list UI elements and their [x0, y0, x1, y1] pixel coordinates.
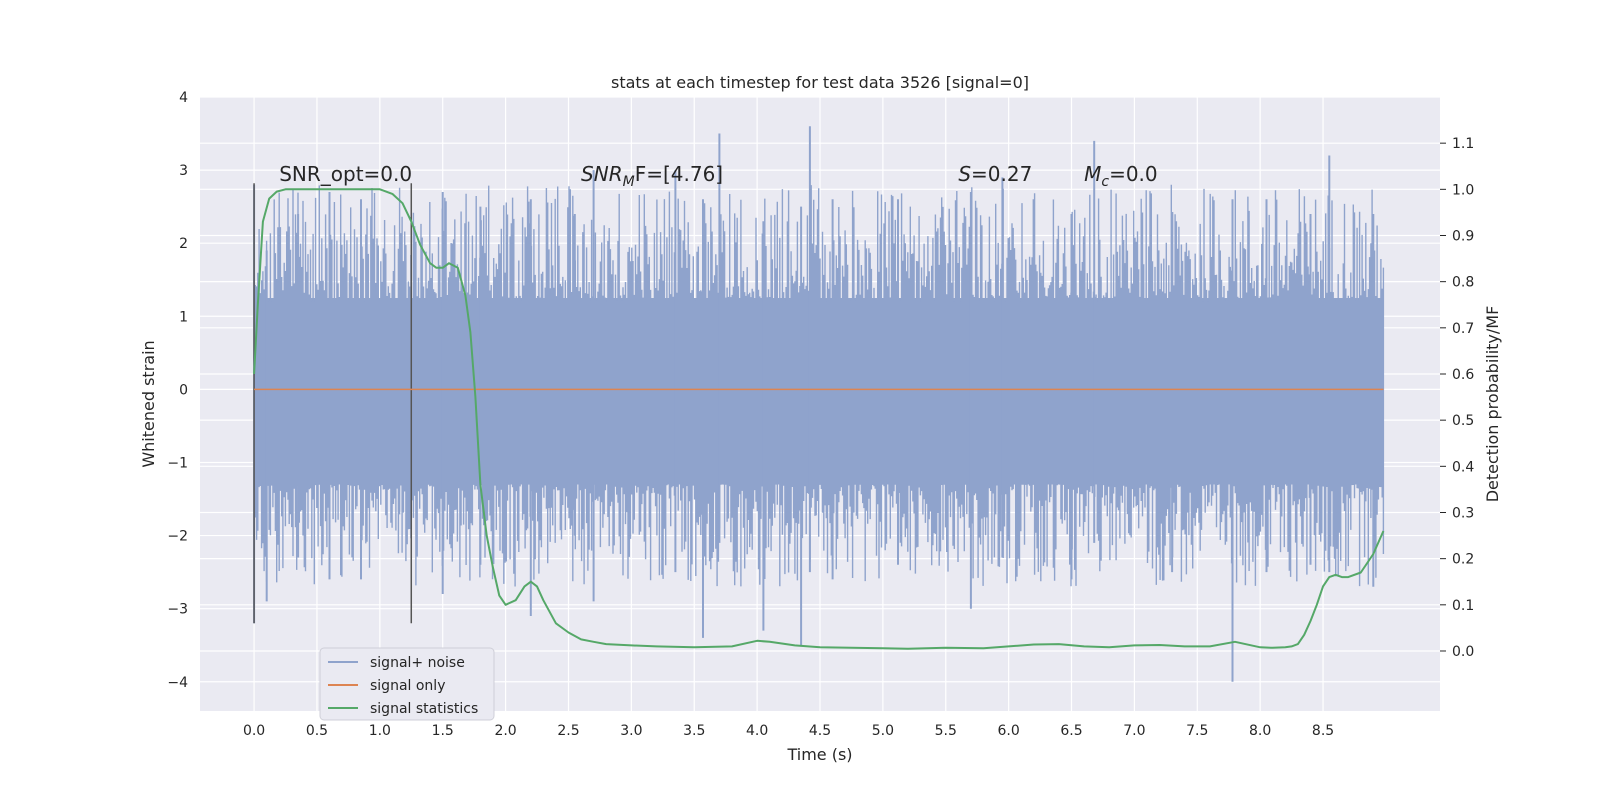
legend-label-signal-noise: signal+ noise [370, 655, 465, 671]
signal-statistics-line [253, 188, 1385, 650]
signal-noise-series [253, 126, 1385, 682]
y2-tick-label: 0.4 [1452, 459, 1474, 475]
vertical-markers [253, 183, 413, 624]
x-tick-label: 4.5 [809, 723, 831, 739]
x-tick-label: 5.5 [935, 723, 957, 739]
x-tick-labels: 0.0 0.5 1.0 1.5 2.0 2.5 3.0 3.5 4.0 4.5 5.0 5.5 6.0 6… [243, 723, 1334, 739]
x-tick-label: 6.0 [998, 723, 1020, 739]
x-tick-label: 6.5 [1060, 723, 1082, 739]
y-tick-label: −3 [167, 602, 188, 618]
legend: signal+ noise signal only signal statist… [319, 647, 495, 721]
y-tick-label: 0 [179, 382, 188, 398]
x-tick-label: 0.5 [306, 723, 328, 739]
x-tick-label: 8.5 [1312, 723, 1334, 739]
y-tick-label: 4 [179, 90, 188, 106]
annotation-1: SNRMF=[4.76] [581, 162, 723, 190]
x-tick-label: 5.0 [872, 723, 894, 739]
annotations: SNR_opt=0.0 SNRMF=[4.76] S=0.27 Mc=0.0 [279, 162, 1157, 190]
x-tick-label: 7.0 [1123, 723, 1145, 739]
x-tick-label: 1.0 [369, 723, 391, 739]
y2-tick-label: 0.3 [1452, 505, 1474, 521]
x-tick-label: 3.0 [620, 723, 642, 739]
x-tick-label: 0.0 [243, 723, 265, 739]
y-tick-labels: 4 3 2 1 0 −1 −2 −3 −4 [167, 90, 188, 691]
x-axis-label: Time (s) [786, 745, 852, 764]
y2-tick-label: 0.6 [1452, 367, 1474, 383]
y2-tick-label: 0.7 [1452, 321, 1474, 337]
annotation-0: SNR_opt=0.0 [279, 162, 412, 186]
chart-title: stats at each timestep for test data 352… [611, 73, 1029, 92]
y-tick-label: −2 [167, 529, 188, 545]
legend-label-signal-statistics: signal statistics [370, 701, 478, 717]
y-tick-label: −4 [167, 675, 188, 691]
y2-tick-label: 0.8 [1452, 275, 1474, 291]
x-tick-label: 7.5 [1186, 723, 1208, 739]
x-tick-label: 1.5 [432, 723, 454, 739]
y-tick-label: −1 [167, 455, 188, 471]
x-tick-label: 2.0 [494, 723, 516, 739]
x-tick-label: 2.5 [557, 723, 579, 739]
x-tick-label: 4.0 [746, 723, 768, 739]
y-tick-label: 2 [179, 236, 188, 252]
y2-tick-label: 0.9 [1452, 228, 1474, 244]
y2-tick-label: 1.1 [1452, 136, 1474, 152]
y-axis-label: Whitened strain [139, 340, 158, 467]
legend-box [319, 647, 495, 721]
y2-tick-labels: 1.1 1.0 0.9 0.8 0.7 0.6 0.5 0.4 0.3 0.2 0.1 0.0 [1440, 136, 1474, 660]
legend-label-signal-only: signal only [370, 678, 445, 694]
y-tick-label: 1 [179, 309, 188, 325]
x-tick-label: 3.5 [683, 723, 705, 739]
y2-tick-label: 0.2 [1452, 552, 1474, 568]
y2-tick-label: 0.5 [1452, 413, 1474, 429]
x-tick-label: 8.0 [1249, 723, 1271, 739]
annotation-3: Mc=0.0 [1084, 162, 1158, 190]
y2-tick-label: 0.0 [1452, 644, 1474, 660]
y2-tick-label: 1.0 [1452, 182, 1474, 198]
y2-tick-label: 0.1 [1452, 598, 1474, 614]
y2-axis-label: Detection probability/MF [1483, 306, 1502, 503]
annotation-2: S=0.27 [958, 162, 1032, 186]
y-tick-label: 3 [179, 163, 188, 179]
signal-statistics-series [253, 188, 1385, 650]
